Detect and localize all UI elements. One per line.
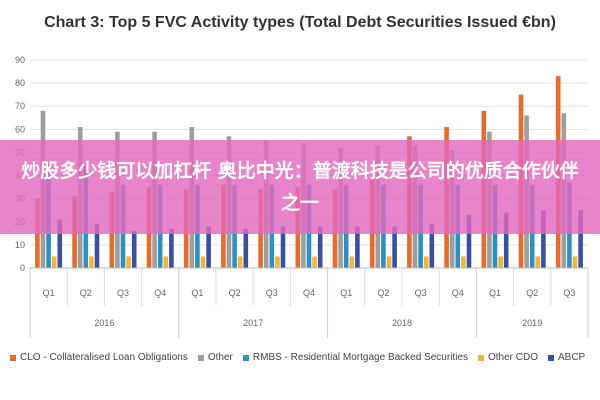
y-tick-label: 0 bbox=[20, 263, 25, 273]
bar bbox=[317, 226, 323, 268]
legend-swatch bbox=[477, 354, 484, 361]
bar bbox=[57, 219, 63, 268]
bar bbox=[386, 256, 392, 268]
legend-swatch bbox=[242, 354, 249, 361]
legend-swatch bbox=[10, 354, 16, 361]
year-label: 2018 bbox=[392, 318, 412, 328]
bar bbox=[312, 256, 317, 268]
x-tick-label: Q1 bbox=[43, 288, 55, 298]
bar bbox=[578, 210, 583, 268]
year-label: 2019 bbox=[522, 318, 542, 328]
x-axis: Q1 Q2 Q3 Q4 Q1 Q2 Q3 Q4 Q1 Q2 Q3 Q4 Q1 Q2 Q3 2016 2017 20… bbox=[29, 267, 589, 338]
x-tick-label: Q3 bbox=[563, 288, 575, 298]
x-tick-label: Q2 bbox=[377, 288, 389, 298]
x-tick-label: Q4 bbox=[452, 288, 464, 298]
bar bbox=[392, 226, 397, 268]
bar bbox=[51, 256, 57, 268]
bar bbox=[461, 256, 466, 268]
bar bbox=[498, 256, 503, 268]
chart-title: Chart 3: Top 5 FVC Activity types (Total… bbox=[44, 14, 556, 31]
bar bbox=[243, 228, 249, 268]
legend-label: Other CDO bbox=[487, 352, 538, 363]
x-tick-label: Q1 bbox=[340, 288, 352, 298]
overlay-banner: 炒股多少钱可以加杠杆 奥比中光：普渡科技是公司的优质合作伙伴之一 bbox=[0, 140, 600, 234]
y-tick-label: 10 bbox=[15, 240, 25, 250]
legend-label: ABCP bbox=[558, 352, 586, 363]
legend-swatch bbox=[197, 354, 204, 361]
bar bbox=[280, 226, 286, 268]
bar bbox=[572, 256, 578, 268]
y-tick-label: 80 bbox=[15, 78, 25, 88]
x-tick-label: Q1 bbox=[489, 288, 501, 298]
y-tick-label: 70 bbox=[15, 101, 25, 111]
x-tick-label: Q3 bbox=[117, 288, 129, 298]
x-tick-label: Q2 bbox=[80, 288, 92, 298]
legend-item: Other bbox=[197, 352, 233, 363]
bar bbox=[89, 256, 94, 268]
bar bbox=[237, 256, 243, 268]
bar bbox=[94, 224, 100, 268]
x-tick-label: Q4 bbox=[303, 288, 315, 298]
x-tick-label: Q1 bbox=[191, 288, 203, 298]
bar bbox=[349, 256, 355, 268]
bar bbox=[503, 212, 509, 268]
bar bbox=[355, 226, 360, 268]
y-tick-label: 90 bbox=[15, 55, 25, 65]
bar bbox=[126, 256, 131, 268]
bar bbox=[541, 210, 546, 268]
year-label: 2016 bbox=[94, 318, 114, 328]
legend-swatch bbox=[548, 354, 554, 361]
bar bbox=[169, 228, 174, 268]
x-tick-label: Q3 bbox=[266, 288, 278, 298]
y-tick-label: 60 bbox=[15, 124, 25, 134]
legend-label: RMBS - Residential Mortgage Backed Secur… bbox=[252, 352, 468, 363]
chart-legend: CLO - Collateralised Loan Obligations Oth… bbox=[10, 352, 600, 363]
x-tick-label: Q2 bbox=[229, 288, 241, 298]
bar bbox=[131, 231, 137, 268]
bar bbox=[206, 226, 211, 268]
legend-item: RMBS - Residential Mortgage Backed Secur… bbox=[242, 352, 468, 363]
legend-label: Other bbox=[207, 352, 233, 363]
year-label: 2017 bbox=[243, 318, 263, 328]
legend-item: ABCP bbox=[548, 352, 585, 363]
x-tick-label: Q2 bbox=[526, 288, 538, 298]
bar bbox=[466, 214, 472, 268]
bar bbox=[200, 256, 206, 268]
x-tick-label: Q3 bbox=[415, 288, 427, 298]
bar bbox=[423, 256, 429, 268]
x-tick-label: Q4 bbox=[154, 288, 166, 298]
legend-item: CLO - Collateralised Loan Obligations bbox=[10, 352, 188, 363]
legend-label: CLO - Collateralised Loan Obligations bbox=[20, 352, 188, 363]
bar bbox=[535, 256, 541, 268]
legend-item: Other CDO bbox=[477, 352, 538, 363]
bar bbox=[275, 256, 280, 268]
bar bbox=[429, 224, 435, 268]
bar bbox=[163, 256, 169, 268]
overlay-banner-text: 炒股多少钱可以加杠杆 奥比中光：普渡科技是公司的优质合作伙伴之一 bbox=[21, 160, 579, 214]
